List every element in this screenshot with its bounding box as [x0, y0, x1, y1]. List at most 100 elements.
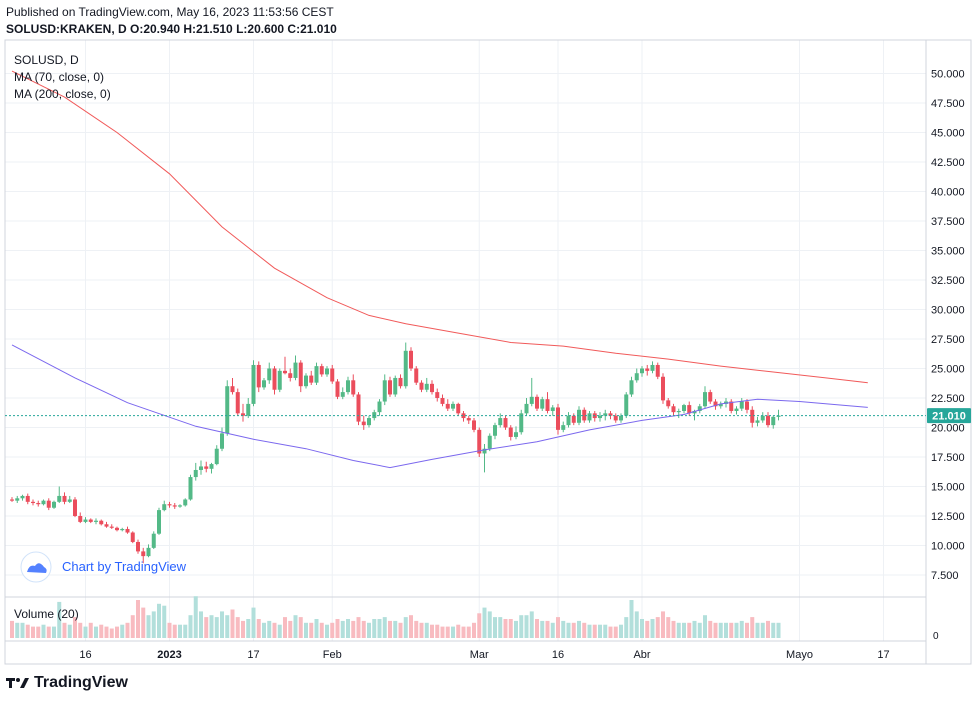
- y-tick-label: 47.500: [931, 98, 965, 110]
- volume-bar: [246, 619, 251, 638]
- candle-body: [20, 495, 25, 499]
- volume-bar: [146, 615, 151, 638]
- x-tick-label: 16: [552, 649, 564, 661]
- candle-body: [241, 413, 245, 416]
- watermark-text[interactable]: Chart by TradingView: [62, 559, 187, 574]
- candle-body: [435, 392, 440, 398]
- volume-bar: [550, 622, 555, 638]
- footer-brand[interactable]: TradingView: [6, 674, 128, 692]
- volume-bar: [340, 620, 345, 638]
- volume-bar: [151, 611, 156, 638]
- volume-bars: [10, 596, 781, 638]
- volume-bar: [220, 611, 224, 638]
- volume-bar: [393, 620, 398, 638]
- x-tick-label: Mayo: [786, 649, 813, 661]
- candle-body: [172, 505, 177, 507]
- volume-bar: [361, 620, 366, 638]
- last-price-label: 21.010: [932, 411, 966, 423]
- candle-body: [571, 415, 576, 423]
- volume-bar: [524, 615, 529, 638]
- volume-bar: [209, 615, 214, 638]
- volume-bar: [230, 609, 235, 638]
- volume-bar: [713, 622, 718, 638]
- candle-body: [524, 403, 529, 414]
- volume-bar: [235, 617, 240, 638]
- candle-body: [771, 416, 776, 426]
- legend-ma70[interactable]: MA (70, close, 0): [14, 70, 104, 84]
- candle-body: [414, 368, 419, 383]
- candle-body: [62, 495, 67, 502]
- volume-bar: [356, 617, 361, 638]
- candle-body: [214, 448, 219, 465]
- volume-bar: [545, 620, 550, 638]
- volume-bar: [10, 620, 14, 638]
- price-axis[interactable]: 7.500 10.000 12.500 15.000 17.500 20.000 22.50…: [931, 69, 965, 583]
- y-tick-label: 17.500: [931, 452, 965, 464]
- candle-body: [482, 448, 487, 454]
- volume-bar: [15, 622, 20, 638]
- time-axis[interactable]: 16 2023 17 Feb Mar 16 Abr Mayo 17: [79, 649, 889, 661]
- candle-body: [130, 532, 135, 542]
- candle-body: [445, 403, 450, 409]
- candle-body: [734, 408, 739, 411]
- candle-body: [283, 370, 287, 374]
- volume-bar: [645, 620, 650, 638]
- volume-bar: [388, 620, 392, 638]
- volume-bar: [519, 615, 524, 638]
- volume-bar: [309, 622, 314, 638]
- candle-body: [262, 380, 266, 388]
- candle-body: [687, 405, 692, 414]
- volume-bar: [183, 624, 188, 638]
- volume-bar: [225, 615, 230, 638]
- candle-body: [750, 409, 755, 423]
- volume-bar: [372, 619, 377, 638]
- x-tick-label: 16: [79, 649, 91, 661]
- volume-bar: [367, 622, 371, 638]
- candle-body: [67, 499, 72, 502]
- candle-body: [703, 392, 707, 407]
- candle-body: [634, 373, 639, 381]
- volume-bar: [99, 624, 104, 638]
- last-price-badge: [927, 408, 971, 424]
- candle-body: [99, 520, 104, 525]
- volume-bar: [125, 622, 130, 638]
- volume-bar: [382, 617, 387, 638]
- candle-body: [225, 386, 230, 434]
- candle-body: [83, 519, 88, 522]
- volume-bar: [598, 624, 602, 638]
- y-tick-label: 10.000: [931, 541, 965, 553]
- candle-body: [73, 499, 77, 516]
- y-tick-label: 32.500: [931, 275, 965, 287]
- candle-body: [304, 375, 308, 387]
- candle-body: [766, 415, 770, 426]
- volume-bar: [435, 624, 440, 638]
- grid-lines: [5, 40, 926, 641]
- candle-body: [361, 421, 366, 426]
- volume-bar: [62, 622, 67, 638]
- volume-bar: [120, 624, 125, 638]
- legend-ma200[interactable]: MA (200, close, 0): [14, 87, 111, 101]
- candle-body: [503, 418, 508, 428]
- y-tick-label: 30.000: [931, 305, 965, 317]
- candle-body: [708, 392, 713, 402]
- published-line: Published on TradingView.com, May 16, 20…: [6, 5, 334, 19]
- volume-bar: [498, 617, 503, 638]
- volume-bar: [613, 626, 618, 638]
- volume-bar: [655, 617, 660, 638]
- volume-bar: [335, 619, 340, 638]
- candle-body: [666, 400, 671, 407]
- candle-body: [330, 368, 335, 382]
- volume-bar: [466, 626, 471, 638]
- candle-body: [561, 425, 566, 430]
- volume-bar: [556, 617, 560, 638]
- y-tick-label: 12.500: [931, 511, 965, 523]
- candle-body: [776, 415, 781, 417]
- candle-body: [430, 383, 434, 393]
- candle-body: [356, 394, 361, 422]
- candle-body: [718, 403, 723, 407]
- volume-bar: [130, 615, 135, 638]
- chart-watermark[interactable]: Chart by TradingView: [20, 551, 187, 583]
- candle-body: [619, 415, 623, 421]
- candle-body: [477, 429, 482, 454]
